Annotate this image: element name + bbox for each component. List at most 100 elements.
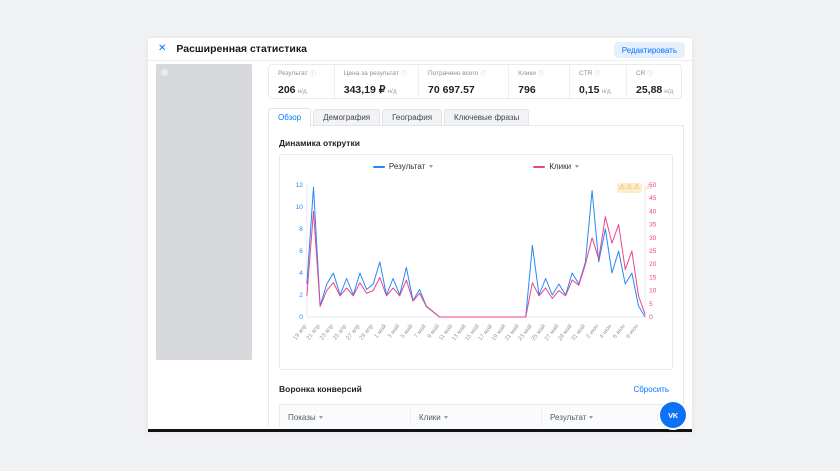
svg-text:0: 0 [649,314,653,321]
svg-text:30: 30 [649,235,657,242]
edit-button[interactable]: Редактировать [614,42,685,58]
svg-text:20: 20 [649,261,657,268]
stat-cr: CRⓘ 25,88н/д [626,65,681,98]
stat-spent-total: Потрачено всегоⓘ 70 697.57 [418,65,508,98]
overview-panel: Динамика открутки Результат Клики [268,125,684,427]
warning-icon[interactable]: ⚠ [619,183,625,193]
vk-logo-icon: VK [668,411,678,420]
chart-legend: Результат Клики [280,162,672,171]
stat-value: 206 [278,84,296,96]
window-header: ✕ Расширенная статистика Редактировать [148,38,692,61]
sort-chevron-icon [589,416,593,419]
warning-icon[interactable]: ⚠ [626,183,632,193]
legend-label: Результат [389,162,425,171]
svg-text:3 май: 3 май [386,323,401,340]
column-header-impressions[interactable]: Показы [280,405,410,427]
column-header-clicks[interactable]: Клики [410,405,541,427]
vk-support-button[interactable]: VK [660,402,686,428]
svg-text:1 май: 1 май [373,323,388,340]
stat-value: 343,19 ₽ [344,84,386,96]
tab-overview[interactable]: Обзор [268,108,311,126]
stat-suffix: н/д [298,88,307,95]
funnel-header-row: Воронка конверсий Сбросить [279,384,669,394]
stat-value: 70 697.57 [428,84,475,96]
tab-geography[interactable]: География [382,109,442,126]
column-header-result[interactable]: Результат [541,405,672,427]
chart-card: Результат Клики ⚠ ⚠ ⚠ [279,154,673,370]
sort-chevron-icon [319,416,323,419]
chart-warnings: ⚠ ⚠ ⚠ ⚠ [617,183,652,193]
column-label: Результат [550,413,586,422]
info-icon[interactable]: ⓘ [480,69,486,78]
stat-value: 0,15 [579,84,599,96]
svg-text:8 июн: 8 июн [625,324,640,340]
svg-text:0: 0 [299,314,303,321]
svg-text:31 май: 31 май [570,323,587,342]
stat-result: Результатⓘ 206н/д [269,65,334,98]
line-chart[interactable]: 0246810120510152025303540455019 апр21 ап… [280,177,672,367]
stat-ctr: CTRⓘ 0,15н/д [569,65,626,98]
warning-icon[interactable]: ⚠ [633,183,639,193]
stats-summary-bar: Результатⓘ 206н/д Цена за результатⓘ 343… [268,64,682,99]
svg-text:12: 12 [296,182,304,189]
chevron-down-icon [429,165,433,168]
svg-text:35: 35 [649,222,657,229]
tab-key-phrases[interactable]: Ключевые фразы [444,109,529,126]
stat-label: Потрачено всего [428,70,478,77]
legend-item-result[interactable]: Результат [373,162,433,171]
svg-text:5 май: 5 май [399,323,414,340]
line-swatch-icon [533,166,545,168]
legend-label: Клики [549,162,571,171]
info-icon[interactable]: ⓘ [647,69,653,78]
stat-suffix: н/д [387,88,396,95]
chevron-down-icon [575,165,579,168]
warning-icon[interactable]: ⚠ [646,183,652,193]
window-bottom-edge [148,429,692,432]
svg-text:5: 5 [649,301,653,308]
legend-item-clicks[interactable]: Клики [533,162,579,171]
stat-clicks: Кликиⓘ 796 [508,65,569,98]
svg-text:6: 6 [299,248,303,255]
page-title: Расширенная статистика [176,43,307,55]
svg-text:7 май: 7 май [413,323,428,340]
info-icon[interactable]: ⓘ [538,69,544,78]
svg-text:6 июн: 6 июн [612,324,627,340]
svg-text:15: 15 [649,274,657,281]
extended-stats-window: ✕ Расширенная статистика Редактировать Р… [148,38,692,430]
sort-chevron-icon [444,416,448,419]
svg-text:2 июн: 2 июн [586,324,601,340]
sidebar [148,61,260,427]
main-content: Результатⓘ 206н/д Цена за результатⓘ 343… [260,61,692,427]
column-label: Клики [419,413,441,422]
svg-text:8: 8 [299,226,303,233]
info-icon[interactable]: ⓘ [594,69,600,78]
stat-cost-per-result: Цена за результатⓘ 343,19 ₽н/д [334,65,418,98]
stat-label: CR [636,70,645,77]
stat-label: Клики [518,70,536,77]
close-icon[interactable]: ✕ [158,44,166,54]
svg-text:10: 10 [296,204,304,211]
chart-section-title: Динамика открутки [279,138,360,148]
svg-text:10: 10 [649,288,657,295]
reset-link[interactable]: Сбросить [633,385,669,394]
tab-bar: Обзор Демография География Ключевые фраз… [268,108,529,126]
funnel-section-title: Воронка конверсий [279,384,362,394]
svg-text:29 апр: 29 апр [359,323,375,342]
stat-value: 796 [518,84,536,96]
svg-text:4: 4 [299,270,303,277]
stat-value: 25,88 [636,84,662,96]
stat-label: CTR [579,70,592,77]
svg-text:45: 45 [649,195,657,202]
line-swatch-icon [373,166,385,168]
stat-suffix: н/д [664,88,673,95]
info-icon[interactable]: ⓘ [401,69,407,78]
ad-preview-placeholder [156,64,252,360]
desktop-background: ✕ Расширенная статистика Редактировать Р… [0,0,840,471]
info-icon[interactable]: ⓘ [310,69,316,78]
tab-demography[interactable]: Демография [313,109,380,126]
svg-text:2: 2 [299,292,303,299]
svg-text:40: 40 [649,208,657,215]
svg-text:25: 25 [649,248,657,255]
column-label: Показы [288,413,316,422]
placeholder-circle-icon [161,69,168,76]
